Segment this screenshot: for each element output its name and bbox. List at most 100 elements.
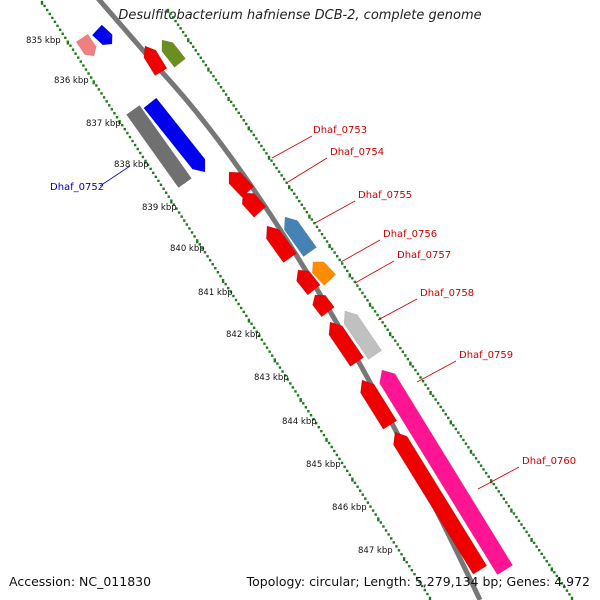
scale-tick	[474, 457, 478, 460]
label-leader	[377, 298, 418, 321]
scale-tick	[335, 255, 339, 258]
scale-tick	[310, 218, 314, 221]
scale-tick	[381, 321, 384, 324]
gene-arrow[interactable]	[126, 105, 192, 188]
scale-tick	[535, 545, 538, 548]
gene-arrow[interactable]	[312, 261, 337, 286]
scale-tick	[570, 596, 574, 600]
scale-tick	[409, 361, 412, 366]
scale-tick	[203, 251, 207, 254]
gene-arrow[interactable]	[241, 192, 267, 218]
gene-arrow[interactable]	[228, 171, 255, 198]
scale-tick	[204, 63, 208, 67]
gene-label[interactable]: Dhaf_0760	[522, 456, 576, 467]
scale-tick	[184, 34, 187, 37]
scale-tick	[162, 187, 165, 190]
scale-tick	[328, 244, 331, 248]
scale-tick	[364, 497, 367, 500]
scale-label: 846 kbp	[332, 503, 367, 513]
scale-tick	[237, 302, 240, 306]
gene-label[interactable]: Dhaf_0753	[313, 125, 367, 136]
scale-tick	[273, 358, 276, 363]
gene-arrow[interactable]	[91, 24, 113, 46]
scale-tick	[413, 572, 416, 576]
gene-arrow[interactable]	[328, 321, 364, 367]
scale-tick	[181, 30, 185, 34]
scale-tick	[87, 72, 90, 75]
scale-tick	[353, 280, 357, 284]
gene-arrow[interactable]	[379, 369, 514, 576]
scale-tick	[312, 418, 315, 421]
scale-tick	[363, 295, 367, 298]
scale-tick	[193, 235, 196, 238]
scale-tick	[399, 346, 402, 350]
scale-tick	[563, 585, 566, 589]
scale-tick	[265, 152, 268, 155]
inner-scale-ticks	[40, 0, 432, 600]
scale-tick	[281, 370, 284, 373]
scale-tick	[472, 453, 475, 456]
gene-arrow[interactable]	[161, 39, 186, 68]
gene-arrow[interactable]	[393, 431, 488, 575]
scale-tick	[368, 302, 372, 307]
scale-tick	[390, 537, 393, 540]
scale-tick	[255, 330, 258, 333]
scale-tick	[436, 402, 440, 405]
gene-features[interactable]	[75, 24, 514, 576]
gene-label[interactable]: Dhaf_0756	[383, 229, 437, 240]
scale-tick	[237, 111, 240, 115]
scale-tick	[79, 60, 82, 63]
scale-tick	[291, 386, 295, 389]
scale-tick	[263, 342, 266, 345]
scale-tick	[497, 490, 500, 493]
scale-tick	[406, 357, 410, 361]
scale-tick	[95, 84, 98, 87]
scale-tick	[212, 74, 215, 78]
scale-tick	[527, 534, 531, 537]
scale-tick	[333, 251, 336, 254]
scale-tick	[397, 549, 401, 552]
gene-arrow[interactable]	[143, 97, 206, 173]
scale-tick	[167, 195, 170, 198]
gene-arrow[interactable]	[266, 225, 297, 264]
scale-tick	[477, 460, 480, 464]
scale-tick	[507, 504, 511, 508]
gene-label[interactable]: Dhaf_0759	[459, 350, 513, 361]
scale-tick	[169, 12, 172, 15]
scale-tick	[97, 88, 101, 91]
scale-tick	[133, 143, 137, 147]
label-leader	[477, 466, 520, 490]
scale-tick	[376, 313, 379, 317]
gene-arrow[interactable]	[143, 45, 168, 77]
gene-label[interactable]: Dhaf_0755	[358, 190, 412, 201]
scale-tick	[180, 215, 183, 218]
scale-tick	[280, 174, 283, 177]
label-leader	[99, 165, 131, 187]
scale-tick	[141, 155, 145, 159]
scale-tick	[217, 82, 220, 85]
scale-tick	[382, 525, 385, 528]
gene-arrow[interactable]	[75, 33, 97, 57]
scale-tick	[361, 291, 364, 295]
gene-label[interactable]: Dhaf_0757	[397, 250, 451, 261]
scale-tick	[537, 549, 541, 552]
scale-tick	[170, 199, 173, 204]
scale-tick	[369, 505, 372, 508]
gene-arrow[interactable]	[296, 269, 321, 296]
gene-label[interactable]: Dhaf_0754	[330, 147, 384, 158]
gene-arrow[interactable]	[343, 310, 382, 360]
gene-arrow[interactable]	[312, 294, 335, 318]
gene-arrow[interactable]	[284, 216, 317, 257]
gene-arrow[interactable]	[360, 379, 398, 430]
label-leader	[340, 239, 381, 263]
gene-label[interactable]: Dhaf_0758	[420, 288, 474, 299]
scale-tick	[320, 429, 323, 433]
gene-label[interactable]: Dhaf_0752	[50, 182, 104, 193]
scale-tick	[305, 210, 309, 214]
scale-tick	[418, 580, 421, 584]
scale-tick	[208, 259, 212, 262]
scale-tick	[302, 402, 305, 405]
scale-tick	[157, 179, 160, 182]
scale-tick	[543, 556, 546, 559]
